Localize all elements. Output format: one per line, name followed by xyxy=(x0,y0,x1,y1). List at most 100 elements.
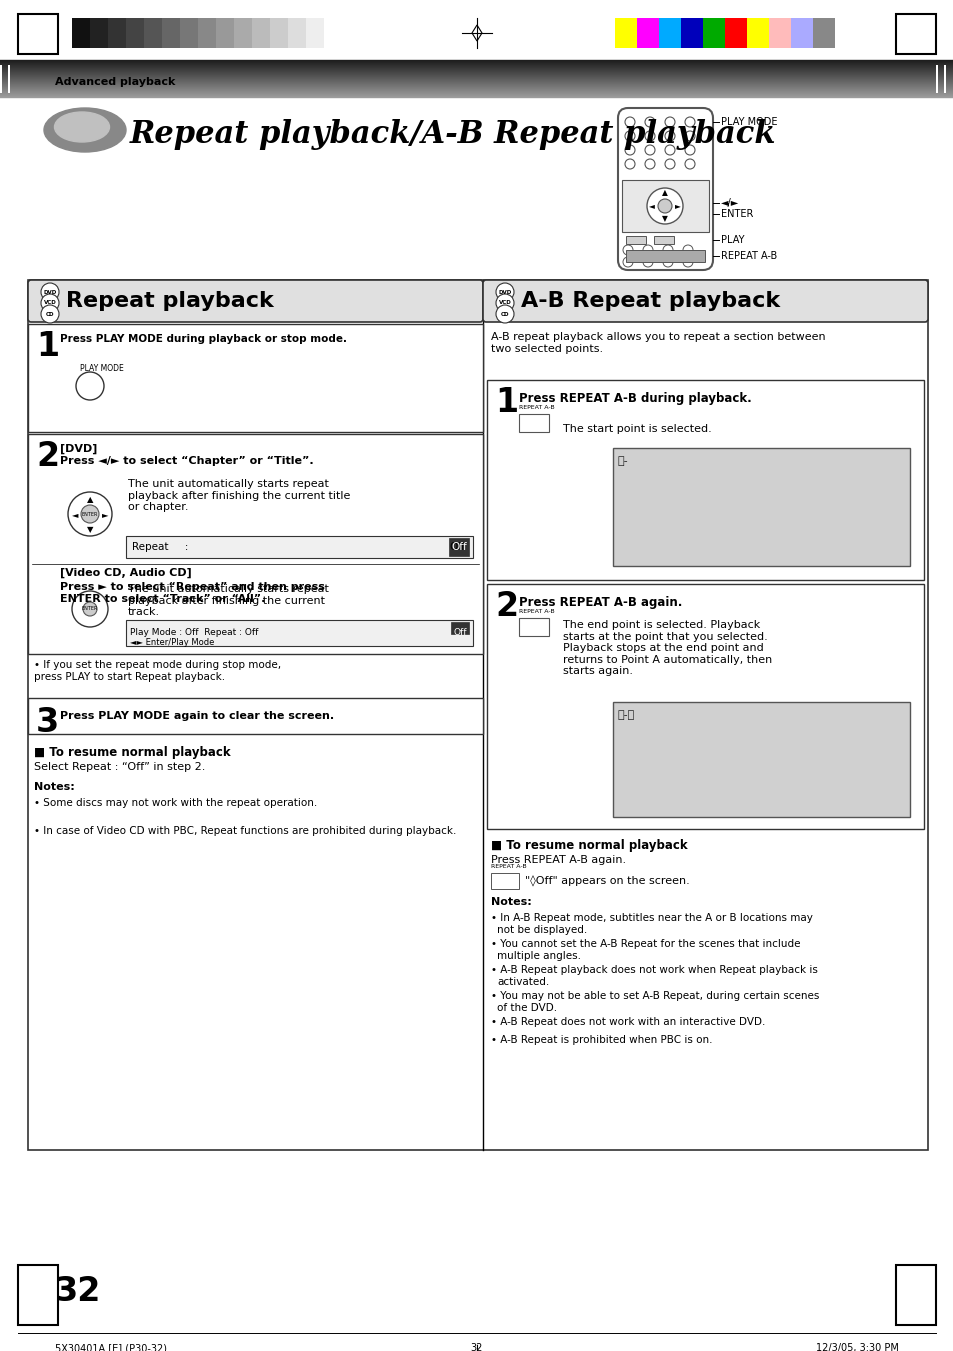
Text: DVD: DVD xyxy=(497,289,511,295)
Bar xyxy=(491,873,518,889)
Bar xyxy=(28,324,482,432)
Bar xyxy=(252,18,270,49)
Circle shape xyxy=(41,295,59,312)
Bar xyxy=(144,18,162,49)
Circle shape xyxy=(81,505,99,523)
Text: Play Mode : Off  Repeat : Off: Play Mode : Off Repeat : Off xyxy=(130,628,258,638)
Text: Press REPEAT A-B again.: Press REPEAT A-B again. xyxy=(491,855,625,865)
Text: "◊Off" appears on the screen.: "◊Off" appears on the screen. xyxy=(524,875,689,886)
Circle shape xyxy=(83,603,97,616)
Text: ◄► Enter/Play Mode: ◄► Enter/Play Mode xyxy=(130,638,214,647)
Text: The end point is selected. Playback
starts at the point that you selected.
Playb: The end point is selected. Playback star… xyxy=(562,620,771,677)
Text: 32: 32 xyxy=(471,1343,482,1351)
Circle shape xyxy=(496,295,514,312)
Text: Off: Off xyxy=(449,542,464,553)
Bar xyxy=(108,18,126,49)
Text: 2: 2 xyxy=(36,440,59,473)
Bar xyxy=(0,65,2,93)
Text: • If you set the repeat mode during stop mode,
press PLAY to start Repeat playba: • If you set the repeat mode during stop… xyxy=(34,661,281,682)
Text: 32: 32 xyxy=(55,1275,101,1308)
Text: ▲: ▲ xyxy=(87,496,93,504)
Circle shape xyxy=(496,305,514,323)
Text: • A-B Repeat playback does not work when Repeat playback is: • A-B Repeat playback does not work when… xyxy=(491,965,817,975)
Ellipse shape xyxy=(54,112,110,142)
Text: activated.: activated. xyxy=(497,977,549,988)
Text: PLAY MODE: PLAY MODE xyxy=(720,118,777,127)
Bar xyxy=(637,18,659,49)
Text: A-B Repeat playback: A-B Repeat playback xyxy=(520,290,780,311)
Text: ▲: ▲ xyxy=(661,189,667,197)
Text: ►: ► xyxy=(102,511,108,520)
Bar xyxy=(768,18,790,49)
Text: Press ► to select “Repeat” and then press
ENTER to select “Track” or “All”.: Press ► to select “Repeat” and then pres… xyxy=(60,582,325,604)
Bar xyxy=(306,18,324,49)
Bar xyxy=(28,434,482,654)
Text: PLAY MODE: PLAY MODE xyxy=(80,363,124,373)
Bar xyxy=(162,18,180,49)
Bar xyxy=(613,703,909,817)
Text: REPEAT A-B: REPEAT A-B xyxy=(491,865,526,869)
Circle shape xyxy=(76,372,104,400)
Text: not be displayed.: not be displayed. xyxy=(497,925,587,935)
Text: Press REPEAT A-B again.: Press REPEAT A-B again. xyxy=(518,596,681,609)
Text: A-B repeat playback allows you to repeat a section between
two selected points.: A-B repeat playback allows you to repeat… xyxy=(491,332,824,354)
Bar xyxy=(8,65,10,93)
Text: The unit automatically starts repeat
playback after finishing the current title
: The unit automatically starts repeat pla… xyxy=(128,480,350,512)
Text: REPEAT A-B: REPEAT A-B xyxy=(518,405,554,409)
Text: Ⓐ-: Ⓐ- xyxy=(618,457,628,466)
Circle shape xyxy=(496,282,514,301)
Text: ►: ► xyxy=(675,201,680,211)
Text: Advanced playback: Advanced playback xyxy=(55,77,175,86)
Bar xyxy=(180,18,198,49)
Text: The start point is selected.: The start point is selected. xyxy=(562,424,711,434)
Bar xyxy=(324,18,341,49)
Text: [Video CD, Audio CD]: [Video CD, Audio CD] xyxy=(60,567,192,578)
Bar xyxy=(518,413,548,432)
Circle shape xyxy=(68,492,112,536)
Bar xyxy=(680,18,702,49)
Bar xyxy=(126,536,473,558)
Bar xyxy=(613,449,909,566)
Bar xyxy=(724,18,746,49)
Text: • In A-B Repeat mode, subtitles near the A or B locations may: • In A-B Repeat mode, subtitles near the… xyxy=(491,913,812,923)
Bar xyxy=(126,18,144,49)
Text: ◄: ◄ xyxy=(648,201,655,211)
Bar xyxy=(935,65,937,93)
Text: Notes:: Notes: xyxy=(491,897,531,907)
Text: Off: Off xyxy=(453,628,466,638)
Text: • You cannot set the A-B Repeat for the scenes that include: • You cannot set the A-B Repeat for the … xyxy=(491,939,800,948)
Bar xyxy=(18,14,58,54)
Text: CD: CD xyxy=(46,312,54,316)
Text: [DVD]: [DVD] xyxy=(60,444,97,454)
Bar xyxy=(790,18,812,49)
Bar xyxy=(198,18,215,49)
Text: 2: 2 xyxy=(495,590,517,623)
Text: ■ To resume normal playback: ■ To resume normal playback xyxy=(34,746,231,759)
Bar xyxy=(28,698,482,734)
Bar xyxy=(126,620,473,646)
FancyBboxPatch shape xyxy=(482,280,927,322)
Bar xyxy=(621,180,708,232)
Bar xyxy=(486,380,923,580)
Bar xyxy=(746,18,768,49)
Text: ENTER: ENTER xyxy=(82,512,98,516)
Text: REPEAT A-B: REPEAT A-B xyxy=(720,251,777,261)
Text: 5X30401A [E] (P30-32): 5X30401A [E] (P30-32) xyxy=(55,1343,167,1351)
Text: 1: 1 xyxy=(495,386,517,419)
Text: DVD: DVD xyxy=(43,289,56,295)
Text: VCD: VCD xyxy=(498,300,511,305)
Text: ◄/►: ◄/► xyxy=(720,199,739,208)
Text: Notes:: Notes: xyxy=(34,782,74,792)
Bar xyxy=(90,18,108,49)
Text: ▼: ▼ xyxy=(661,215,667,223)
Ellipse shape xyxy=(44,108,126,153)
Text: ENTER: ENTER xyxy=(720,209,753,219)
Text: • A-B Repeat does not work with an interactive DVD.: • A-B Repeat does not work with an inter… xyxy=(491,1017,764,1027)
Bar xyxy=(895,14,935,54)
Circle shape xyxy=(658,199,671,213)
Circle shape xyxy=(71,590,108,627)
Text: ■ To resume normal playback: ■ To resume normal playback xyxy=(491,839,687,852)
Text: Press PLAY MODE during playback or stop mode.: Press PLAY MODE during playback or stop … xyxy=(60,334,347,345)
Text: 1: 1 xyxy=(36,330,59,363)
Bar xyxy=(625,236,645,245)
